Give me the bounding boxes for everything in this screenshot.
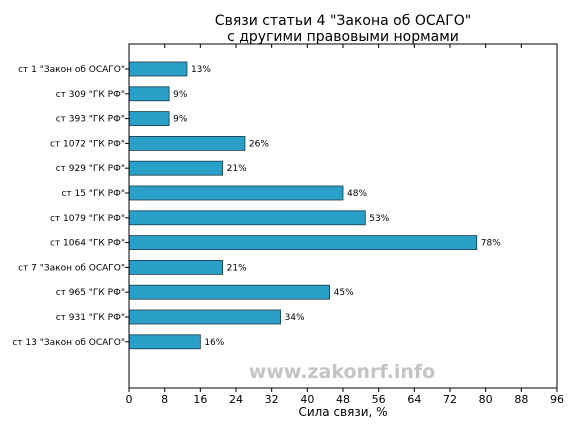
x-tick-label: 32 bbox=[265, 393, 279, 406]
bar bbox=[128, 86, 170, 102]
category-label: ст 1079 "ГК РФ" bbox=[50, 214, 125, 224]
bar-value-label: 48% bbox=[347, 189, 367, 199]
bar bbox=[128, 185, 344, 201]
category-label: ст 1072 "ГК РФ" bbox=[50, 139, 125, 149]
bar-value-label: 13% bbox=[191, 65, 211, 75]
x-tick-label: 40 bbox=[300, 393, 314, 406]
x-tick-label: 16 bbox=[193, 393, 207, 406]
watermark-text: www.zakonrf.info bbox=[249, 361, 435, 383]
bar-value-label: 9% bbox=[173, 115, 188, 125]
bar-value-label: 78% bbox=[481, 239, 501, 249]
bar-value-label: 21% bbox=[227, 164, 247, 174]
category-label: ст 931 "ГК РФ" bbox=[56, 313, 125, 323]
x-tick-label: 96 bbox=[550, 393, 564, 406]
x-tick-label: 72 bbox=[443, 393, 457, 406]
chart-title: Связи статьи 4 "Закона об ОСАГО" bbox=[215, 13, 471, 29]
bar bbox=[128, 334, 201, 350]
bar-value-label: 21% bbox=[227, 263, 247, 273]
x-tick-label: 8 bbox=[161, 393, 168, 406]
bar bbox=[128, 235, 478, 251]
bar bbox=[128, 111, 170, 126]
category-label: ст 1 "Закон об ОСАГО" bbox=[18, 65, 125, 75]
category-label: ст 13 "Закон об ОСАГО" bbox=[12, 338, 125, 348]
bar bbox=[128, 160, 224, 176]
x-tick-label: 24 bbox=[229, 393, 243, 406]
x-axis: 0 8 16 24 32 40 48 56 64 72 80 88 96 bbox=[126, 44, 564, 406]
bar bbox=[128, 284, 331, 300]
category-label: ст 393 "ГК РФ" bbox=[56, 115, 125, 125]
x-tick-label: 88 bbox=[514, 393, 528, 406]
x-tick-label: 48 bbox=[336, 393, 350, 406]
bar-value-label: 45% bbox=[334, 288, 354, 298]
bar-value-label: 9% bbox=[173, 90, 188, 100]
category-label: ст 7 "Закон об ОСАГО" bbox=[18, 263, 125, 273]
bars-group: 13% 9% 9% 26% 21% 48% 53% 78% 21% 45% 34% 16% bbox=[128, 61, 501, 350]
x-tick-label: 80 bbox=[479, 393, 493, 406]
bar bbox=[128, 210, 366, 226]
bar-value-label: 53% bbox=[369, 214, 389, 224]
bar bbox=[128, 259, 224, 275]
category-label: ст 965 "ГК РФ" bbox=[56, 288, 125, 298]
bar-value-label: 16% bbox=[204, 338, 224, 348]
x-axis-label: Сила связи, % bbox=[298, 405, 387, 419]
chart-subtitle: с другими правовыми нормами bbox=[227, 29, 459, 45]
x-tick-label: 64 bbox=[407, 393, 421, 406]
bar-value-label: 34% bbox=[285, 313, 305, 323]
bar-value-label: 26% bbox=[249, 139, 269, 149]
category-label: ст 1064 "ГК РФ" bbox=[50, 239, 125, 249]
category-label: ст 929 "ГК РФ" bbox=[56, 164, 125, 174]
category-label: ст 309 "ГК РФ" bbox=[56, 90, 125, 100]
bar bbox=[128, 309, 281, 325]
bar bbox=[128, 61, 188, 77]
y-axis: ст 1 "Закон об ОСАГО" ст 309 "ГК РФ" ст 39… bbox=[12, 65, 129, 348]
x-tick-label: 0 bbox=[126, 393, 133, 406]
category-label: ст 15 "ГК РФ" bbox=[61, 189, 125, 199]
bar bbox=[128, 135, 246, 151]
x-tick-label: 56 bbox=[372, 393, 386, 406]
